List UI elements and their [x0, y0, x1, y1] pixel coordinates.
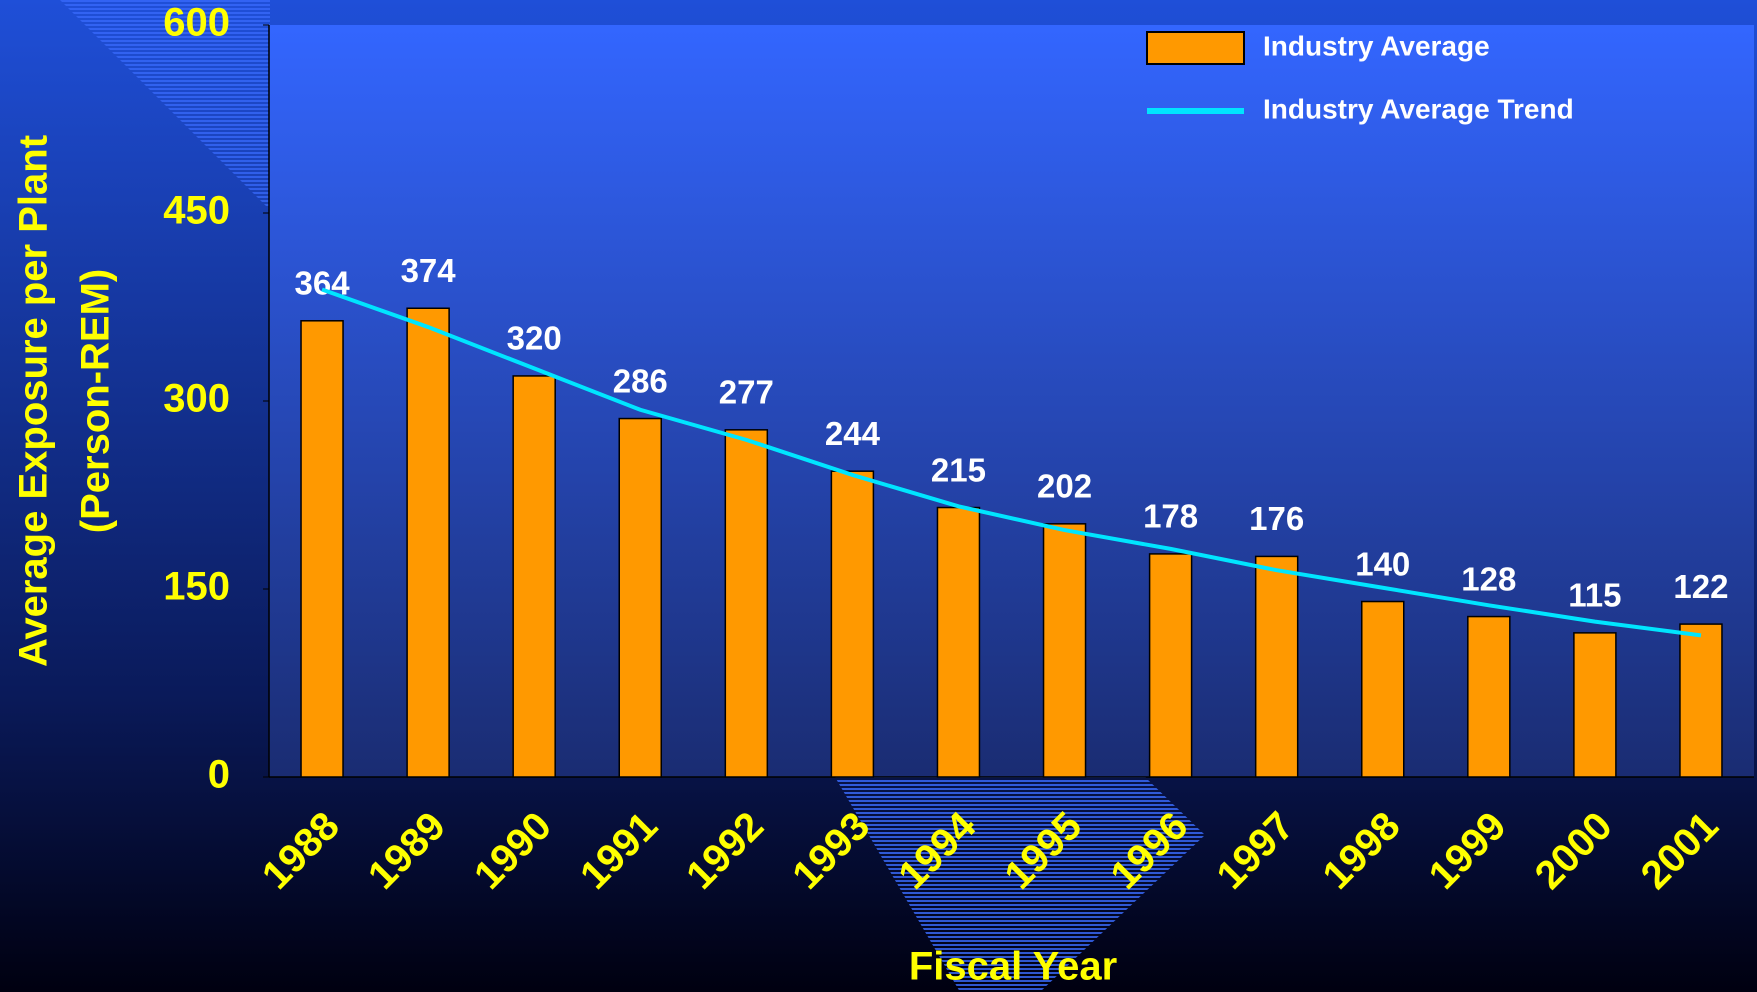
data-label: 244	[825, 415, 881, 452]
bar	[724, 429, 769, 778]
legend-swatch	[1146, 31, 1245, 65]
y-tick-label: 450	[163, 189, 230, 233]
x-axis-label: Fiscal Year	[909, 945, 1117, 989]
decoration	[60, 0, 270, 210]
plot-area	[269, 25, 1754, 777]
y-tick-label: 600	[163, 1, 230, 45]
legend-label: Industry Average	[1263, 30, 1490, 61]
y-tick-label: 300	[163, 377, 230, 421]
data-label: 176	[1249, 500, 1304, 537]
data-label: 128	[1461, 560, 1516, 597]
data-label: 215	[931, 451, 986, 488]
bar	[1148, 553, 1193, 778]
data-label: 202	[1037, 468, 1092, 505]
data-label: 286	[613, 362, 668, 399]
y-tick-label: 150	[163, 565, 230, 609]
bar	[300, 320, 344, 778]
y-axis-label: Average Exposure per Plant	[12, 135, 56, 667]
bar	[1254, 555, 1299, 778]
bar	[406, 307, 450, 778]
data-label: 115	[1568, 577, 1621, 614]
data-label: 140	[1355, 545, 1410, 582]
bar	[936, 506, 981, 778]
trend-line	[321, 287, 1702, 638]
bar	[1573, 632, 1617, 778]
data-label: 178	[1143, 498, 1198, 535]
data-label: 277	[719, 374, 774, 411]
bar	[1467, 615, 1511, 778]
bar	[1679, 623, 1723, 778]
y-tick-label: 0	[208, 753, 230, 797]
legend-label: Industry Average Trend	[1263, 93, 1574, 124]
decoration	[835, 777, 1205, 992]
data-label: 374	[401, 252, 457, 289]
y-axis-label: (Person-REM)	[74, 269, 118, 533]
bar	[512, 375, 556, 778]
data-label: 320	[507, 320, 562, 357]
bar	[1042, 523, 1087, 778]
bar	[830, 470, 875, 778]
data-label: 122	[1673, 568, 1728, 605]
bar	[618, 417, 662, 778]
bar	[1361, 600, 1405, 778]
